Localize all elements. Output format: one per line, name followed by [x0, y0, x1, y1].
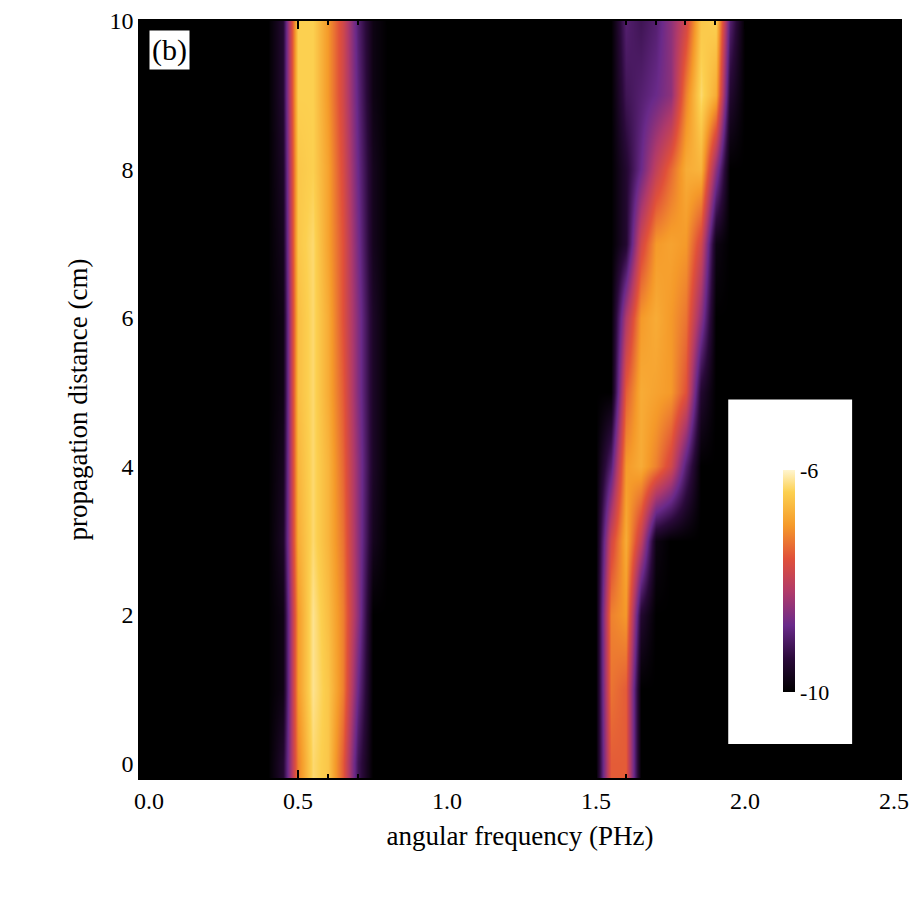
svg-text:2: 2	[121, 602, 133, 628]
svg-text:4: 4	[121, 454, 133, 480]
svg-text:2.5: 2.5	[879, 788, 909, 814]
svg-text:8: 8	[121, 157, 133, 183]
svg-text:(b): (b)	[152, 33, 187, 67]
svg-text:-6: -6	[800, 458, 818, 483]
svg-text:-10: -10	[800, 680, 829, 705]
svg-text:angular frequency (PHz): angular frequency (PHz)	[387, 821, 654, 851]
svg-text:6: 6	[121, 305, 133, 331]
svg-text:propagation distance (cm): propagation distance (cm)	[63, 259, 93, 541]
svg-text:1.0: 1.0	[432, 788, 462, 814]
svg-text:0: 0	[121, 751, 133, 777]
svg-text:0.5: 0.5	[283, 788, 313, 814]
svg-text:1.5: 1.5	[581, 788, 611, 814]
svg-text:10: 10	[109, 8, 133, 34]
svg-text:0.0: 0.0	[134, 788, 164, 814]
svg-text:2.0: 2.0	[730, 788, 760, 814]
